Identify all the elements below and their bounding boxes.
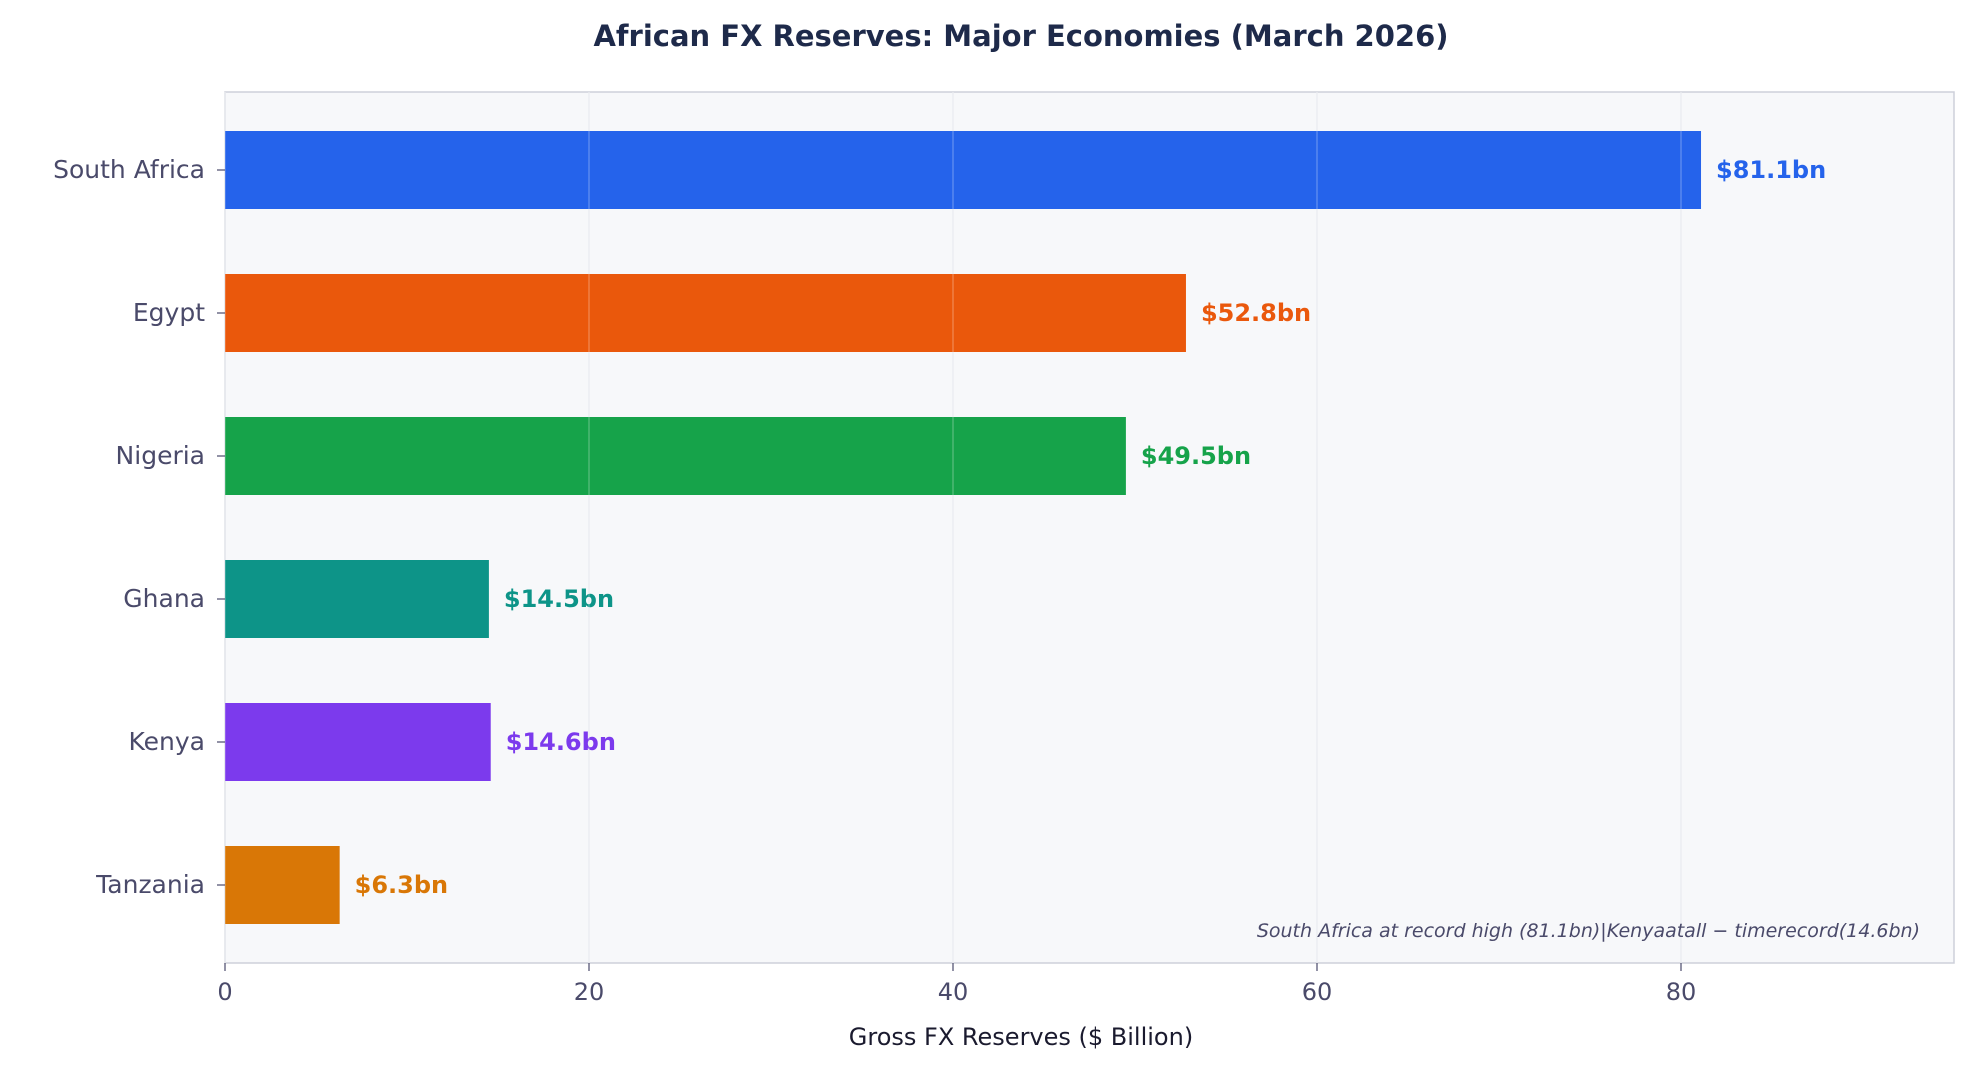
data-label: $52.8bn: [1201, 299, 1311, 327]
x-tick-label: 20: [574, 978, 605, 1006]
plot-area: [224, 91, 1955, 964]
chart-title: African FX Reserves: Major Economies (Ma…: [593, 19, 1448, 53]
y-tick-label: Tanzania: [95, 870, 205, 899]
bar: [225, 131, 1702, 209]
bar: [225, 417, 1126, 495]
x-axis-label: Gross FX Reserves ($ Billion): [849, 1023, 1193, 1051]
y-tick-label: Nigeria: [116, 441, 205, 470]
chart-annotation: South Africa at record high (81.1bn)|Ken…: [1257, 920, 1920, 942]
y-tick-label: Ghana: [123, 584, 205, 613]
data-label: $14.5bn: [504, 585, 614, 613]
x-tick-label: 40: [938, 978, 969, 1006]
y-tick-label: Kenya: [129, 727, 206, 756]
x-tick-label: 0: [217, 978, 232, 1006]
data-label: $14.6bn: [506, 728, 616, 756]
bar: [225, 274, 1186, 352]
data-label: $6.3bn: [355, 871, 448, 899]
x-tick-label: 60: [1302, 978, 1333, 1006]
y-tick-label: Egypt: [133, 298, 205, 327]
data-label: $81.1bn: [1716, 156, 1826, 184]
data-label: $49.5bn: [1141, 442, 1251, 470]
bar: [225, 846, 340, 924]
bar: [225, 703, 491, 781]
y-tick-label: South Africa: [53, 155, 205, 184]
bar: [225, 560, 489, 638]
x-tick-label: 80: [1666, 978, 1697, 1006]
